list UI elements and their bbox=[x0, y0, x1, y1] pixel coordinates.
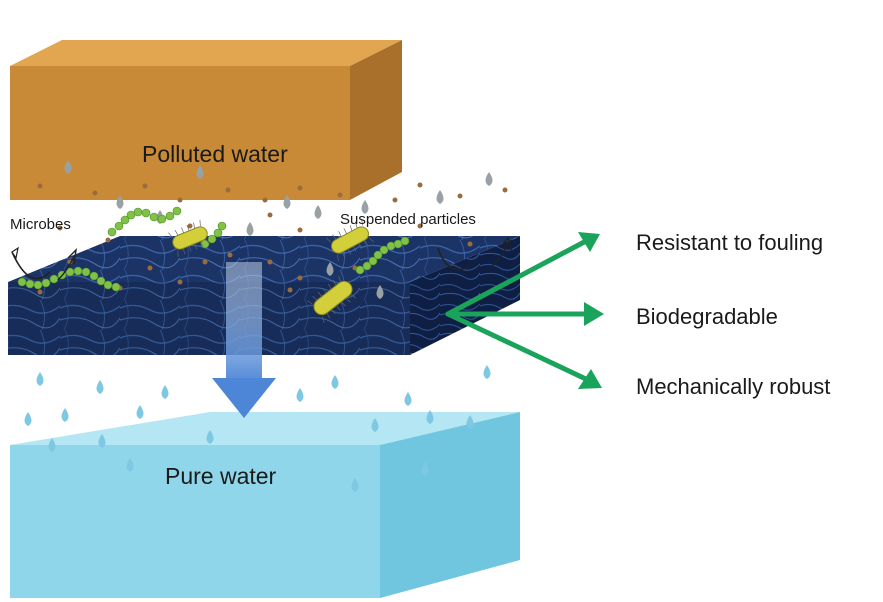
pure-water-label: Pure water bbox=[165, 463, 277, 489]
bounce-arrow-left bbox=[11, 246, 77, 281]
blue-droplets bbox=[24, 365, 491, 492]
grey-droplets bbox=[64, 160, 493, 299]
suspended-particle-dots bbox=[37, 182, 508, 295]
microbe-chain bbox=[107, 206, 182, 237]
suspended-particles-label: Suspended particles bbox=[340, 211, 476, 228]
bacillus bbox=[168, 219, 210, 257]
polluted-block-side bbox=[350, 40, 402, 200]
property-label-biodegradable: Biodegradable bbox=[636, 304, 778, 329]
membrane-front bbox=[8, 282, 410, 355]
microbe-chain bbox=[17, 266, 121, 292]
pure-block-side bbox=[380, 412, 520, 598]
bacillus bbox=[306, 275, 356, 323]
flow-arrow bbox=[212, 262, 276, 418]
bounce-arrow-right bbox=[437, 236, 513, 271]
membrane bbox=[8, 236, 520, 355]
pure-water-block bbox=[10, 412, 520, 598]
property-arrows bbox=[445, 232, 604, 389]
bacillus bbox=[325, 219, 375, 261]
polluted-water-block bbox=[10, 40, 402, 200]
microbes-label: Microbes bbox=[10, 216, 71, 233]
pure-block-front bbox=[10, 445, 380, 598]
polluted-block-front bbox=[10, 66, 350, 200]
polluted-block-top bbox=[10, 40, 402, 66]
pure-block-top bbox=[10, 412, 520, 445]
property-label-resistant-to-fouling: Resistant to fouling bbox=[636, 230, 823, 255]
polluted-water-label: Polluted water bbox=[142, 141, 288, 167]
property-label-mechanically-robust: Mechanically robust bbox=[636, 374, 830, 399]
microbe-chain bbox=[355, 236, 410, 275]
microbe-chain bbox=[200, 221, 227, 249]
